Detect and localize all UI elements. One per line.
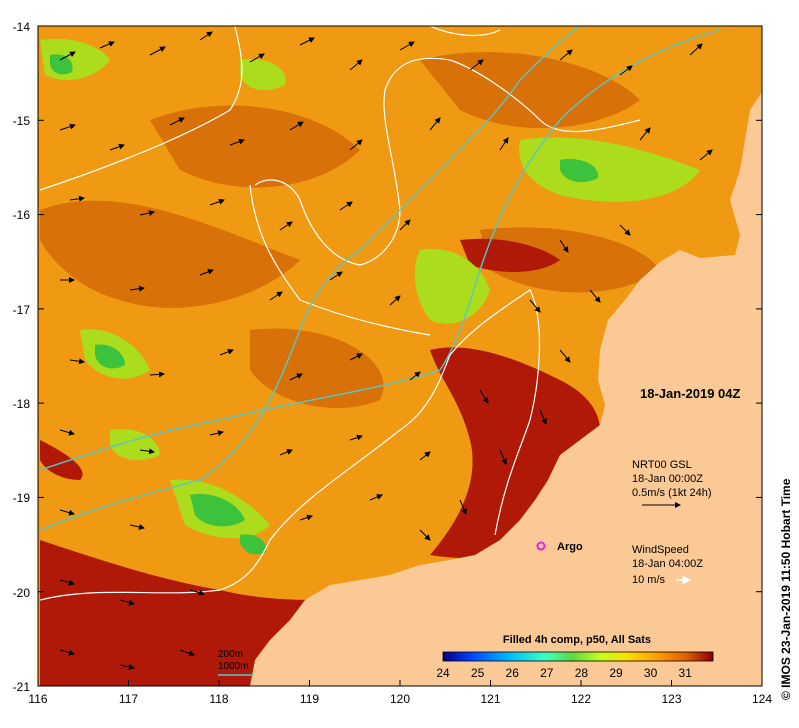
y-tick-label: -18 bbox=[13, 397, 31, 411]
isobath-200m bbox=[39, 26, 641, 601]
x-tick-label: 118 bbox=[209, 692, 228, 706]
y-tick-label: -14 bbox=[13, 20, 31, 34]
wind-label-line3: 10 m/s bbox=[632, 574, 666, 586]
colorbar-tick-label: 25 bbox=[471, 666, 485, 680]
gsl-label-line2: 18-Jan 00:00Z bbox=[632, 473, 703, 485]
x-tick-label: 121 bbox=[480, 692, 500, 706]
y-tick-label: -19 bbox=[13, 491, 31, 505]
date-title: 18-Jan-2019 04Z bbox=[640, 386, 741, 401]
y-tick-label: -21 bbox=[13, 680, 31, 694]
warm-sst-patches bbox=[40, 52, 660, 409]
green-sst-patches bbox=[50, 54, 599, 555]
colorbar-tick-label: 29 bbox=[609, 666, 623, 680]
colorbar-tick-label: 28 bbox=[575, 666, 589, 680]
colorbar-ticks: 24 25 26 27 28 29 30 31 bbox=[436, 666, 692, 680]
colorbar-tick-label: 27 bbox=[540, 666, 554, 680]
colorbar-tick-label: 30 bbox=[644, 666, 658, 680]
isobath-1000m bbox=[39, 26, 721, 531]
y-tick-label: -16 bbox=[13, 208, 31, 222]
y-tick-label: -17 bbox=[13, 303, 31, 317]
peninsula-land bbox=[700, 290, 762, 330]
colorbar-title: Filled 4h comp, p50, All Sats bbox=[503, 634, 651, 646]
y-ticks bbox=[38, 25, 762, 687]
australia-land bbox=[250, 92, 762, 686]
x-tick-label: 124 bbox=[752, 692, 772, 706]
isobath-200-label: 200m bbox=[218, 649, 243, 660]
imos-credit: © IMOS 23-Jan-2019 11:50 Hobart Time bbox=[779, 478, 793, 700]
x-tick-label: 119 bbox=[300, 692, 319, 706]
isobath-1000-label: 1000m bbox=[218, 661, 249, 672]
current-vectors bbox=[59, 31, 713, 670]
x-ticks bbox=[37, 680, 763, 686]
x-tick-label: 116 bbox=[28, 692, 47, 706]
gsl-label-line1: NRT00 GSL bbox=[632, 459, 692, 471]
x-tick-label: 117 bbox=[119, 692, 138, 706]
x-tick-label: 122 bbox=[571, 692, 591, 706]
y-tick-label: -20 bbox=[13, 586, 31, 600]
gsl-label-line3: 0.5m/s (1kt 24h) bbox=[632, 487, 711, 499]
x-tick-label: 120 bbox=[390, 692, 410, 706]
colorbar bbox=[442, 651, 714, 662]
y-tick-label: -15 bbox=[13, 114, 31, 128]
argo-float-marker bbox=[536, 541, 546, 551]
x-tick-label: 123 bbox=[661, 692, 681, 706]
wind-label-line1: WindSpeed bbox=[632, 544, 689, 556]
colorbar-tick-label: 26 bbox=[506, 666, 520, 680]
argo-label: Argo bbox=[557, 541, 583, 553]
wind-label-line2: 18-Jan 04:00Z bbox=[632, 558, 703, 570]
colorbar-tick-label: 31 bbox=[679, 666, 693, 680]
colorbar-tick-label: 24 bbox=[436, 666, 450, 680]
